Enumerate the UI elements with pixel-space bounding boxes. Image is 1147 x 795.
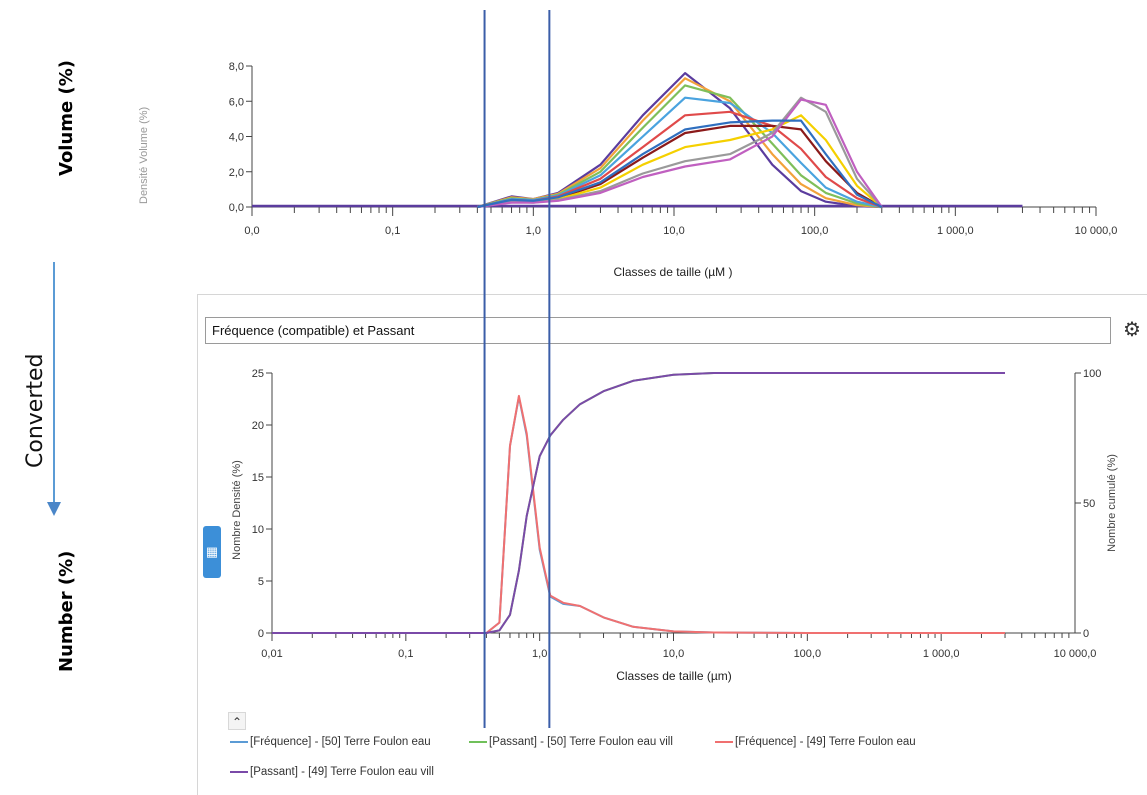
converted-arrow-head: [47, 502, 61, 516]
top-x-tick-label: 0,0: [244, 225, 259, 237]
top-x-tick-label: 10 000,0: [1075, 225, 1118, 237]
legend-swatch: [230, 740, 248, 743]
top-series-line: [477, 98, 883, 209]
grid-icon[interactable]: ▦: [203, 526, 221, 578]
top-x-tick-label: 1 000,0: [937, 225, 974, 237]
legend-item[interactable]: [Passant] - [50] Terre Foulon eau vill: [469, 736, 673, 748]
number-side-label: Number (%): [56, 551, 77, 672]
legend-item[interactable]: [Passant] - [49] Terre Foulon eau vill: [230, 766, 434, 778]
legend-swatch: [715, 740, 733, 743]
top-y-tick-label: 0,0: [229, 202, 244, 214]
legend-item[interactable]: [Fréquence] - [50] Terre Foulon eau: [230, 736, 431, 748]
legend-label: [Fréquence] - [49] Terre Foulon eau: [735, 736, 916, 748]
legend-label: [Passant] - [49] Terre Foulon eau vill: [250, 766, 434, 778]
top-y-tick-label: 2,0: [229, 167, 244, 179]
top-x-tick-label: 0,1: [385, 225, 400, 237]
top-y-tick-label: 6,0: [229, 96, 244, 108]
top-y-axis-label: Densité Volume (%): [138, 107, 150, 204]
top-series-line: [477, 114, 883, 209]
converted-side-label: Converted: [23, 354, 48, 469]
legend-swatch: [230, 770, 248, 773]
top-series-line: [477, 72, 882, 209]
top-y-tick-label: 4,0: [229, 132, 244, 144]
volume-side-label: Volume (%): [56, 60, 77, 176]
top-series-line: [477, 77, 882, 209]
volume-density-chart: Densité Volume (%) 0,0 0,1 1,0 10,0 100,0 1 0…: [138, 61, 1117, 279]
legend-label: [Fréquence] - [50] Terre Foulon eau: [250, 736, 431, 748]
legend-item[interactable]: [Fréquence] - [49] Terre Foulon eau: [715, 736, 916, 748]
chart-panel: [197, 294, 1147, 795]
top-series-line: [477, 119, 883, 209]
top-x-tick-label: 100,0: [801, 225, 829, 237]
legend-swatch: [469, 740, 487, 743]
top-x-axis-label: Classes de taille (µM ): [614, 265, 733, 279]
legend-label: [Passant] - [50] Terre Foulon eau vill: [489, 736, 673, 748]
chart-type-dropdown[interactable]: Fréquence (compatible) et Passant: [205, 317, 1111, 344]
top-x-tick-label: 1,0: [526, 225, 541, 237]
top-y-tick-label: 8,0: [229, 61, 244, 73]
top-x-tick-label: 10,0: [663, 225, 684, 237]
chevron-up-icon[interactable]: ⌃: [228, 712, 246, 730]
top-series-line: [477, 110, 883, 209]
gear-icon[interactable]: ⚙: [1123, 319, 1141, 341]
